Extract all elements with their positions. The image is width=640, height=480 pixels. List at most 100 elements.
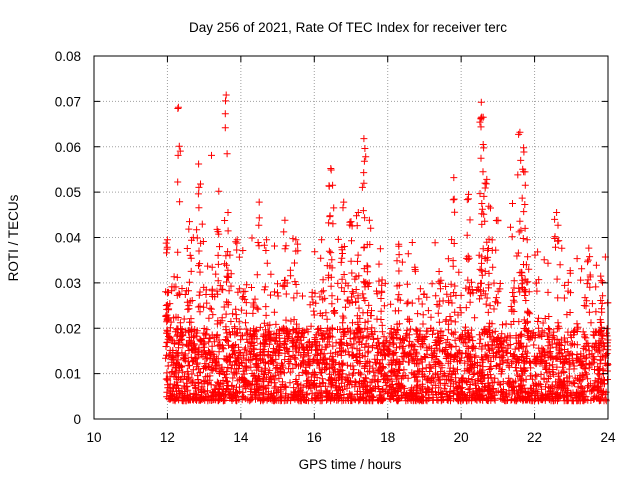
data-point [486, 363, 494, 371]
data-point [327, 282, 335, 290]
data-point [195, 379, 203, 386]
data-point [359, 309, 367, 317]
x-tick-label: 24 [600, 430, 616, 445]
data-point [520, 325, 528, 332]
data-point [361, 145, 369, 152]
data-point [561, 378, 568, 386]
data-point-peak [255, 198, 263, 206]
data-point [569, 397, 577, 405]
data-point [192, 355, 200, 363]
data-point [272, 383, 280, 391]
data-points [162, 91, 612, 405]
data-point [455, 268, 463, 276]
x-tick-label: 10 [86, 430, 101, 445]
data-point [318, 366, 326, 374]
data-point [411, 360, 419, 368]
data-point [272, 355, 280, 363]
data-point [585, 244, 593, 252]
data-point [220, 303, 228, 311]
data-point [489, 263, 497, 271]
data-point [476, 295, 483, 303]
data-point [250, 301, 258, 309]
data-point [375, 339, 383, 347]
data-point [224, 266, 232, 274]
data-point [553, 275, 561, 283]
data-point [428, 387, 436, 395]
data-point [242, 319, 249, 327]
data-point [508, 389, 516, 397]
data-point [272, 334, 280, 342]
data-point [485, 284, 492, 292]
data-point [439, 346, 447, 354]
data-point [597, 328, 604, 336]
data-point [408, 239, 416, 246]
data-point [355, 272, 363, 280]
data-point [395, 251, 403, 259]
data-point [267, 373, 275, 381]
data-point [516, 386, 524, 394]
data-point [354, 292, 362, 300]
data-point [306, 301, 314, 309]
data-point [404, 298, 412, 306]
data-point [494, 287, 502, 295]
data-point [466, 381, 474, 388]
data-point [515, 382, 523, 390]
data-point [363, 262, 371, 270]
data-point [382, 337, 390, 345]
data-point [387, 325, 395, 332]
data-point [535, 344, 543, 352]
data-point [342, 348, 350, 356]
data-point [291, 259, 298, 267]
data-point [267, 270, 275, 278]
data-point [532, 371, 539, 379]
data-point [436, 279, 444, 287]
data-point [451, 336, 459, 344]
data-point [374, 377, 382, 385]
data-point [172, 368, 180, 376]
data-point [601, 380, 608, 388]
data-point [303, 377, 311, 385]
data-point [523, 349, 531, 357]
data-point [195, 291, 203, 299]
data-point [560, 334, 568, 342]
data-point [581, 331, 589, 339]
data-point [396, 360, 404, 368]
data-point [202, 330, 210, 338]
data-point [413, 383, 421, 391]
data-point [242, 383, 250, 391]
data-point [330, 204, 338, 212]
data-point [507, 350, 514, 357]
data-point [287, 272, 295, 280]
data-point [233, 246, 241, 254]
data-point [198, 338, 206, 346]
data-point [353, 312, 361, 320]
data-point [457, 309, 465, 317]
data-point [465, 333, 473, 341]
data-point [270, 384, 278, 392]
data-point [524, 389, 532, 396]
data-point [399, 391, 407, 399]
data-point [393, 344, 400, 352]
data-point [194, 303, 202, 311]
data-point [497, 353, 505, 361]
data-point [311, 370, 319, 378]
data-point [339, 361, 346, 369]
data-point [264, 350, 272, 358]
data-point [174, 178, 182, 186]
data-point [291, 361, 299, 369]
data-point [253, 363, 261, 371]
data-point [451, 318, 459, 326]
data-point [214, 228, 222, 236]
data-point [204, 262, 212, 270]
data-point [394, 295, 402, 303]
data-point [578, 376, 586, 384]
data-point [356, 346, 364, 354]
data-point [326, 213, 334, 221]
data-point [355, 304, 363, 312]
data-point [282, 290, 290, 298]
data-point [330, 396, 338, 404]
data-point [485, 269, 493, 277]
data-point [198, 220, 206, 228]
data-point [186, 339, 194, 347]
data-point [221, 260, 229, 268]
